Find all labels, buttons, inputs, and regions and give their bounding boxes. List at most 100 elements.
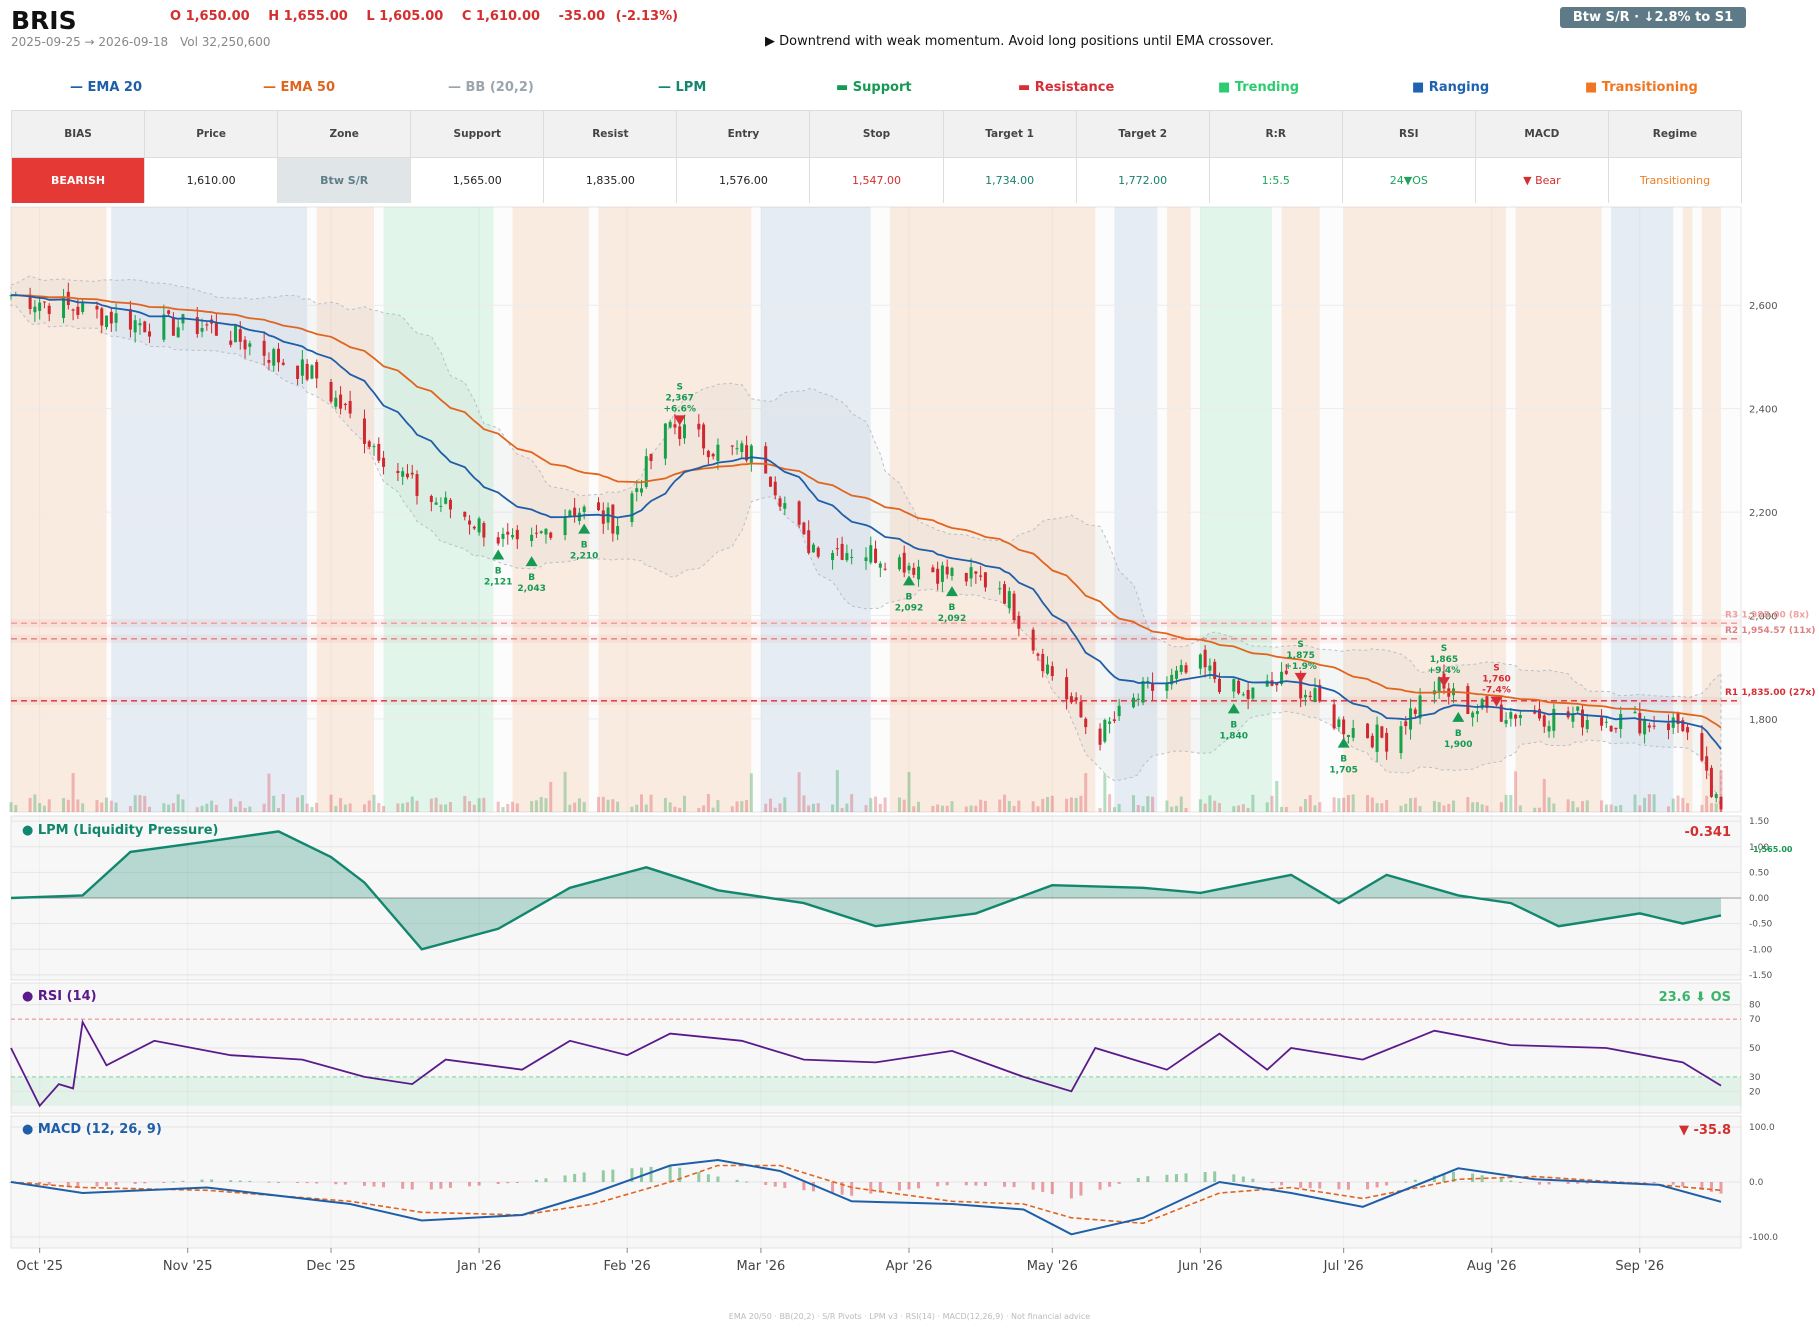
candle-body bbox=[143, 321, 147, 333]
macd-histogram-bar bbox=[468, 1182, 472, 1187]
buy-signal-marker bbox=[902, 575, 915, 586]
candle-body bbox=[42, 301, 46, 303]
volume-bar bbox=[1604, 804, 1608, 812]
macd-histogram-bar bbox=[1299, 1182, 1303, 1188]
volume-bar bbox=[1676, 795, 1680, 812]
lpm-line bbox=[10, 830, 1722, 951]
buy-signal-label: B bbox=[1340, 755, 1347, 765]
candle-body bbox=[649, 453, 653, 462]
volume-bar bbox=[243, 807, 247, 812]
candle-body bbox=[912, 567, 916, 575]
lpm-area bbox=[11, 831, 1721, 950]
volume-bar bbox=[1251, 794, 1255, 812]
lpm-title: ● LPM (Liquidity Pressure) bbox=[22, 823, 218, 838]
macd-histogram-bar bbox=[1452, 1171, 1456, 1182]
volume-bar bbox=[1184, 807, 1188, 812]
volume-bar bbox=[396, 803, 400, 812]
macd-histogram-bar bbox=[1681, 1182, 1685, 1187]
buy-signal-label: B bbox=[495, 567, 502, 577]
volume-bar bbox=[1050, 795, 1054, 812]
volume-bar bbox=[28, 797, 32, 812]
volume-bar bbox=[1366, 794, 1370, 812]
macd-histogram-bar bbox=[1012, 1182, 1016, 1188]
macd-histogram-bar bbox=[1518, 1182, 1522, 1183]
volume-bar bbox=[697, 807, 701, 812]
buy-signal-marker bbox=[945, 586, 958, 597]
candle-body bbox=[81, 303, 85, 312]
macd-histogram-bar bbox=[611, 1169, 615, 1182]
candle-body bbox=[1079, 701, 1083, 718]
candle-body bbox=[429, 495, 433, 503]
candle-body bbox=[945, 566, 949, 575]
candle-body bbox=[248, 343, 252, 347]
volume-bar bbox=[71, 773, 75, 812]
volume-bar bbox=[611, 799, 615, 812]
volume-bar bbox=[1031, 801, 1035, 812]
candle-body bbox=[171, 317, 175, 336]
lpm-tick-label: -1.00 bbox=[1749, 945, 1773, 955]
volume-bar bbox=[1485, 805, 1489, 812]
footer-note: EMA 20/50 · BB(20,2) · S/R Pivots · LPM … bbox=[728, 1312, 1091, 1321]
candle-body bbox=[1709, 767, 1713, 797]
sell-signal-label: S bbox=[1441, 644, 1447, 654]
volume-bar bbox=[663, 797, 667, 812]
candle-body bbox=[544, 528, 548, 535]
table-value-cell: 1,576.00 bbox=[677, 158, 811, 203]
candle-body bbox=[1714, 794, 1718, 798]
candle-body bbox=[47, 305, 51, 315]
legend-item-resistance: ▬ Resistance bbox=[1018, 80, 1115, 95]
sell-signal-label: S bbox=[676, 382, 682, 392]
volume-bar bbox=[448, 801, 452, 812]
volume-bar bbox=[869, 798, 873, 812]
macd-histogram-bar bbox=[783, 1182, 787, 1189]
candle-body bbox=[1638, 712, 1642, 734]
volume-bar bbox=[1686, 803, 1690, 812]
price-tick-label: 2,400 bbox=[1749, 405, 1778, 416]
macd-histogram-bar bbox=[983, 1182, 987, 1187]
candle-body bbox=[740, 443, 744, 452]
legend-item-lpm: — LPM bbox=[658, 80, 707, 95]
macd-histogram-bar bbox=[1270, 1182, 1274, 1184]
buy-signal-label: 2,121 bbox=[484, 578, 512, 588]
candle-body bbox=[768, 476, 772, 487]
volume-bar bbox=[1332, 797, 1336, 812]
macd-histogram-bar bbox=[362, 1182, 366, 1186]
volume-bar bbox=[907, 771, 911, 812]
macd-histogram-bar bbox=[315, 1182, 319, 1184]
volume-bar bbox=[1633, 794, 1637, 812]
candle-body bbox=[1184, 665, 1188, 673]
macd-histogram-bar bbox=[1079, 1182, 1083, 1196]
sell-signal-label: 1,865 bbox=[1430, 655, 1458, 665]
volume-bar bbox=[511, 801, 515, 812]
candle-body bbox=[396, 470, 400, 473]
candle-body bbox=[176, 327, 180, 338]
macd-histogram-bar bbox=[869, 1182, 873, 1194]
candle-body bbox=[133, 320, 137, 333]
volume-bar bbox=[1098, 807, 1102, 812]
candle-body bbox=[334, 397, 338, 407]
volume-bar bbox=[472, 804, 476, 812]
macd-histogram-bar bbox=[773, 1182, 777, 1187]
candle-body bbox=[783, 503, 787, 509]
candle-body bbox=[229, 340, 233, 345]
volume-bar bbox=[262, 803, 266, 812]
candle-body bbox=[296, 365, 300, 379]
volume-bar bbox=[1452, 800, 1456, 812]
volume-bar bbox=[1719, 770, 1723, 812]
ohlc-readout: O 1,650.00 H 1,655.00 L 1,605.00 C 1,610… bbox=[170, 9, 692, 24]
volume-bar bbox=[463, 795, 467, 812]
buy-signal-marker bbox=[525, 556, 538, 567]
candle-body bbox=[979, 575, 983, 577]
candle-body bbox=[62, 296, 66, 319]
candle-body bbox=[1012, 593, 1016, 621]
volume-bar bbox=[315, 802, 319, 812]
candle-body bbox=[883, 568, 887, 570]
macd-histogram-bar bbox=[1308, 1182, 1312, 1189]
table-header-cell: Regime bbox=[1608, 111, 1743, 157]
volume-bar bbox=[974, 805, 978, 812]
table-value-cell: 1,734.00 bbox=[943, 158, 1077, 203]
volume-bar bbox=[109, 800, 113, 812]
volume-bar bbox=[1046, 796, 1050, 812]
volume-bar bbox=[444, 804, 448, 812]
volume-bar bbox=[940, 805, 944, 812]
